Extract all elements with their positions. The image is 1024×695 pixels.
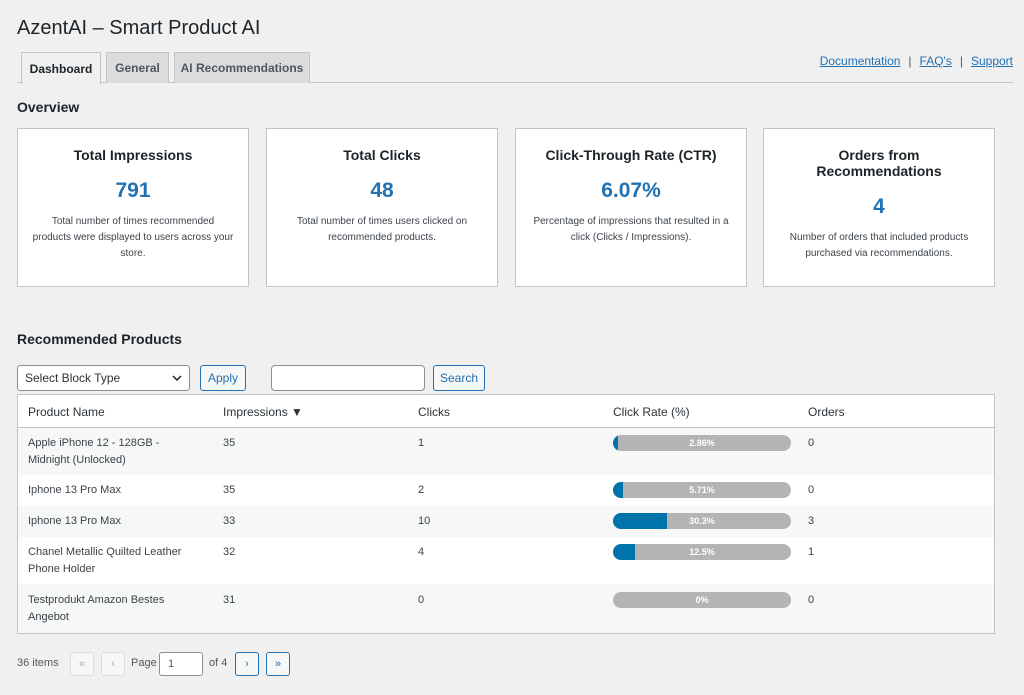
documentation-link[interactable]: Documentation [819,54,901,68]
table-row: Iphone 13 Pro Max 35 2 5.71% 0 [18,475,994,506]
click-rate-label: 0% [695,595,709,605]
page-title: AzentAI – Smart Product AI [17,17,261,39]
click-rate-bar-fill [613,482,624,498]
click-rate-bar: 0% [613,592,791,608]
table-row: Apple iPhone 12 - 128GB - Midnight (Unlo… [18,428,994,475]
support-link[interactable]: Support [970,54,1013,68]
current-page-input[interactable]: 1 [159,652,203,676]
stat-card-value: 6.07% [601,179,661,202]
chevron-down-icon [172,373,182,384]
orders-cell: 0 [808,594,815,606]
stat-card-ctr: Click-Through Rate (CTR) 6.07% Percentag… [515,128,747,287]
product-name-cell: Chanel Metallic Quilted Leather Phone Ho… [28,546,182,575]
clicks-cell: 0 [418,594,425,606]
overview-heading: Overview [17,99,80,115]
clicks-cell: 1 [418,437,425,449]
tab-ai-recommendations[interactable]: AI Recommendations [174,52,310,83]
click-rate-bar-fill [613,544,636,560]
click-rate-bar: 5.71% [613,482,791,498]
column-click-rate[interactable]: Click Rate (%) [613,405,690,419]
column-orders[interactable]: Orders [808,405,845,419]
product-name-cell: Apple iPhone 12 - 128GB - Midnight (Unlo… [28,437,160,466]
click-rate-bar: 30.3% [613,513,791,529]
stat-card-title: Total Clicks [343,147,421,163]
clicks-cell: 4 [418,546,425,558]
impressions-cell: 31 [223,594,236,606]
recommended-products-heading: Recommended Products [17,331,182,347]
impressions-cell: 35 [223,484,236,496]
stat-card-value: 791 [115,179,151,202]
stat-card-impressions: Total Impressions 791 Total number of ti… [17,128,249,287]
search-button[interactable]: Search [433,365,485,391]
help-links: Documentation | FAQ's | Support [820,54,1013,68]
orders-cell: 0 [808,437,815,449]
last-page-button[interactable]: » [266,652,290,676]
stat-card-value: 4 [873,195,885,218]
clicks-cell: 10 [418,515,431,527]
nav-tabs: Dashboard General AI Recommendations [17,52,1013,84]
products-table: Product Name Impressions ▼ Clicks Click … [17,394,995,634]
click-rate-label: 5.71% [689,485,715,495]
block-type-select-value: Select Block Type [25,371,121,385]
stat-card-orders: Orders from Recommendations 4 Number of … [763,128,995,287]
orders-cell: 1 [808,546,815,558]
stat-card-description: Total number of times recommended produc… [32,216,234,259]
stat-card-description: Number of orders that included products … [789,232,969,259]
table-row: Iphone 13 Pro Max 33 10 30.3% 3 [18,506,994,537]
stat-card-title: Click-Through Rate (CTR) [545,147,717,163]
product-name-cell: Iphone 13 Pro Max [28,484,121,496]
stat-card-description: Total number of times users clicked on r… [296,216,468,243]
impressions-cell: 35 [223,437,236,449]
column-product-name[interactable]: Product Name [28,405,105,419]
orders-cell: 3 [808,515,815,527]
total-pages-label: of 4 [209,657,228,669]
search-input[interactable] [271,365,425,391]
stat-card-title: Total Impressions [73,147,193,163]
impressions-cell: 32 [223,546,236,558]
stat-card-description: Percentage of impressions that resulted … [533,216,729,243]
stat-card-value: 48 [370,179,394,202]
column-impressions[interactable]: Impressions ▼ [223,405,303,419]
tab-dashboard[interactable]: Dashboard [21,52,101,84]
faq-link[interactable]: FAQ's [919,54,952,68]
link-separator: | [959,54,963,68]
first-page-button[interactable]: « [70,652,94,676]
block-type-select[interactable]: Select Block Type [17,365,190,391]
product-name-cell: Iphone 13 Pro Max [28,515,121,527]
table-header: Product Name Impressions ▼ Clicks Click … [18,395,994,428]
page-label: Page [131,657,157,669]
impressions-cell: 33 [223,515,236,527]
prev-page-button[interactable]: ‹ [101,652,125,676]
stat-card-clicks: Total Clicks 48 Total number of times us… [266,128,498,287]
click-rate-label: 12.5% [689,547,715,557]
items-count: 36 items [17,657,59,669]
click-rate-bar: 12.5% [613,544,791,560]
click-rate-label: 2.86% [689,438,715,448]
column-clicks[interactable]: Clicks [418,405,450,419]
click-rate-bar: 2.86% [613,435,791,451]
product-name-cell: Testprodukt Amazon Bestes Angebot [28,594,165,623]
click-rate-bar-fill [613,513,667,529]
stat-card-title: Orders from Recommendations [816,147,942,179]
table-row: Chanel Metallic Quilted Leather Phone Ho… [18,537,994,584]
table-row: Testprodukt Amazon Bestes Angebot 31 0 0… [18,584,994,633]
click-rate-label: 30.3% [689,516,715,526]
tab-general[interactable]: General [106,52,169,83]
next-page-button[interactable]: › [235,652,259,676]
clicks-cell: 2 [418,484,425,496]
orders-cell: 0 [808,484,815,496]
click-rate-bar-fill [613,435,619,451]
link-separator: | [908,54,912,68]
apply-button[interactable]: Apply [200,365,246,391]
